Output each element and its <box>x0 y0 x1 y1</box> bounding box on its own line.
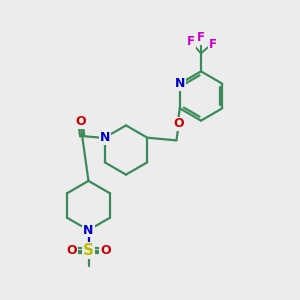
Text: O: O <box>173 117 184 130</box>
Text: O: O <box>75 115 86 128</box>
Text: F: F <box>197 31 205 44</box>
Text: N: N <box>83 224 94 237</box>
Text: N: N <box>175 77 185 90</box>
Text: O: O <box>66 244 77 257</box>
Text: F: F <box>208 38 216 51</box>
Text: S: S <box>83 243 94 258</box>
Text: N: N <box>100 131 110 144</box>
Text: F: F <box>187 35 195 49</box>
Text: O: O <box>100 244 111 257</box>
